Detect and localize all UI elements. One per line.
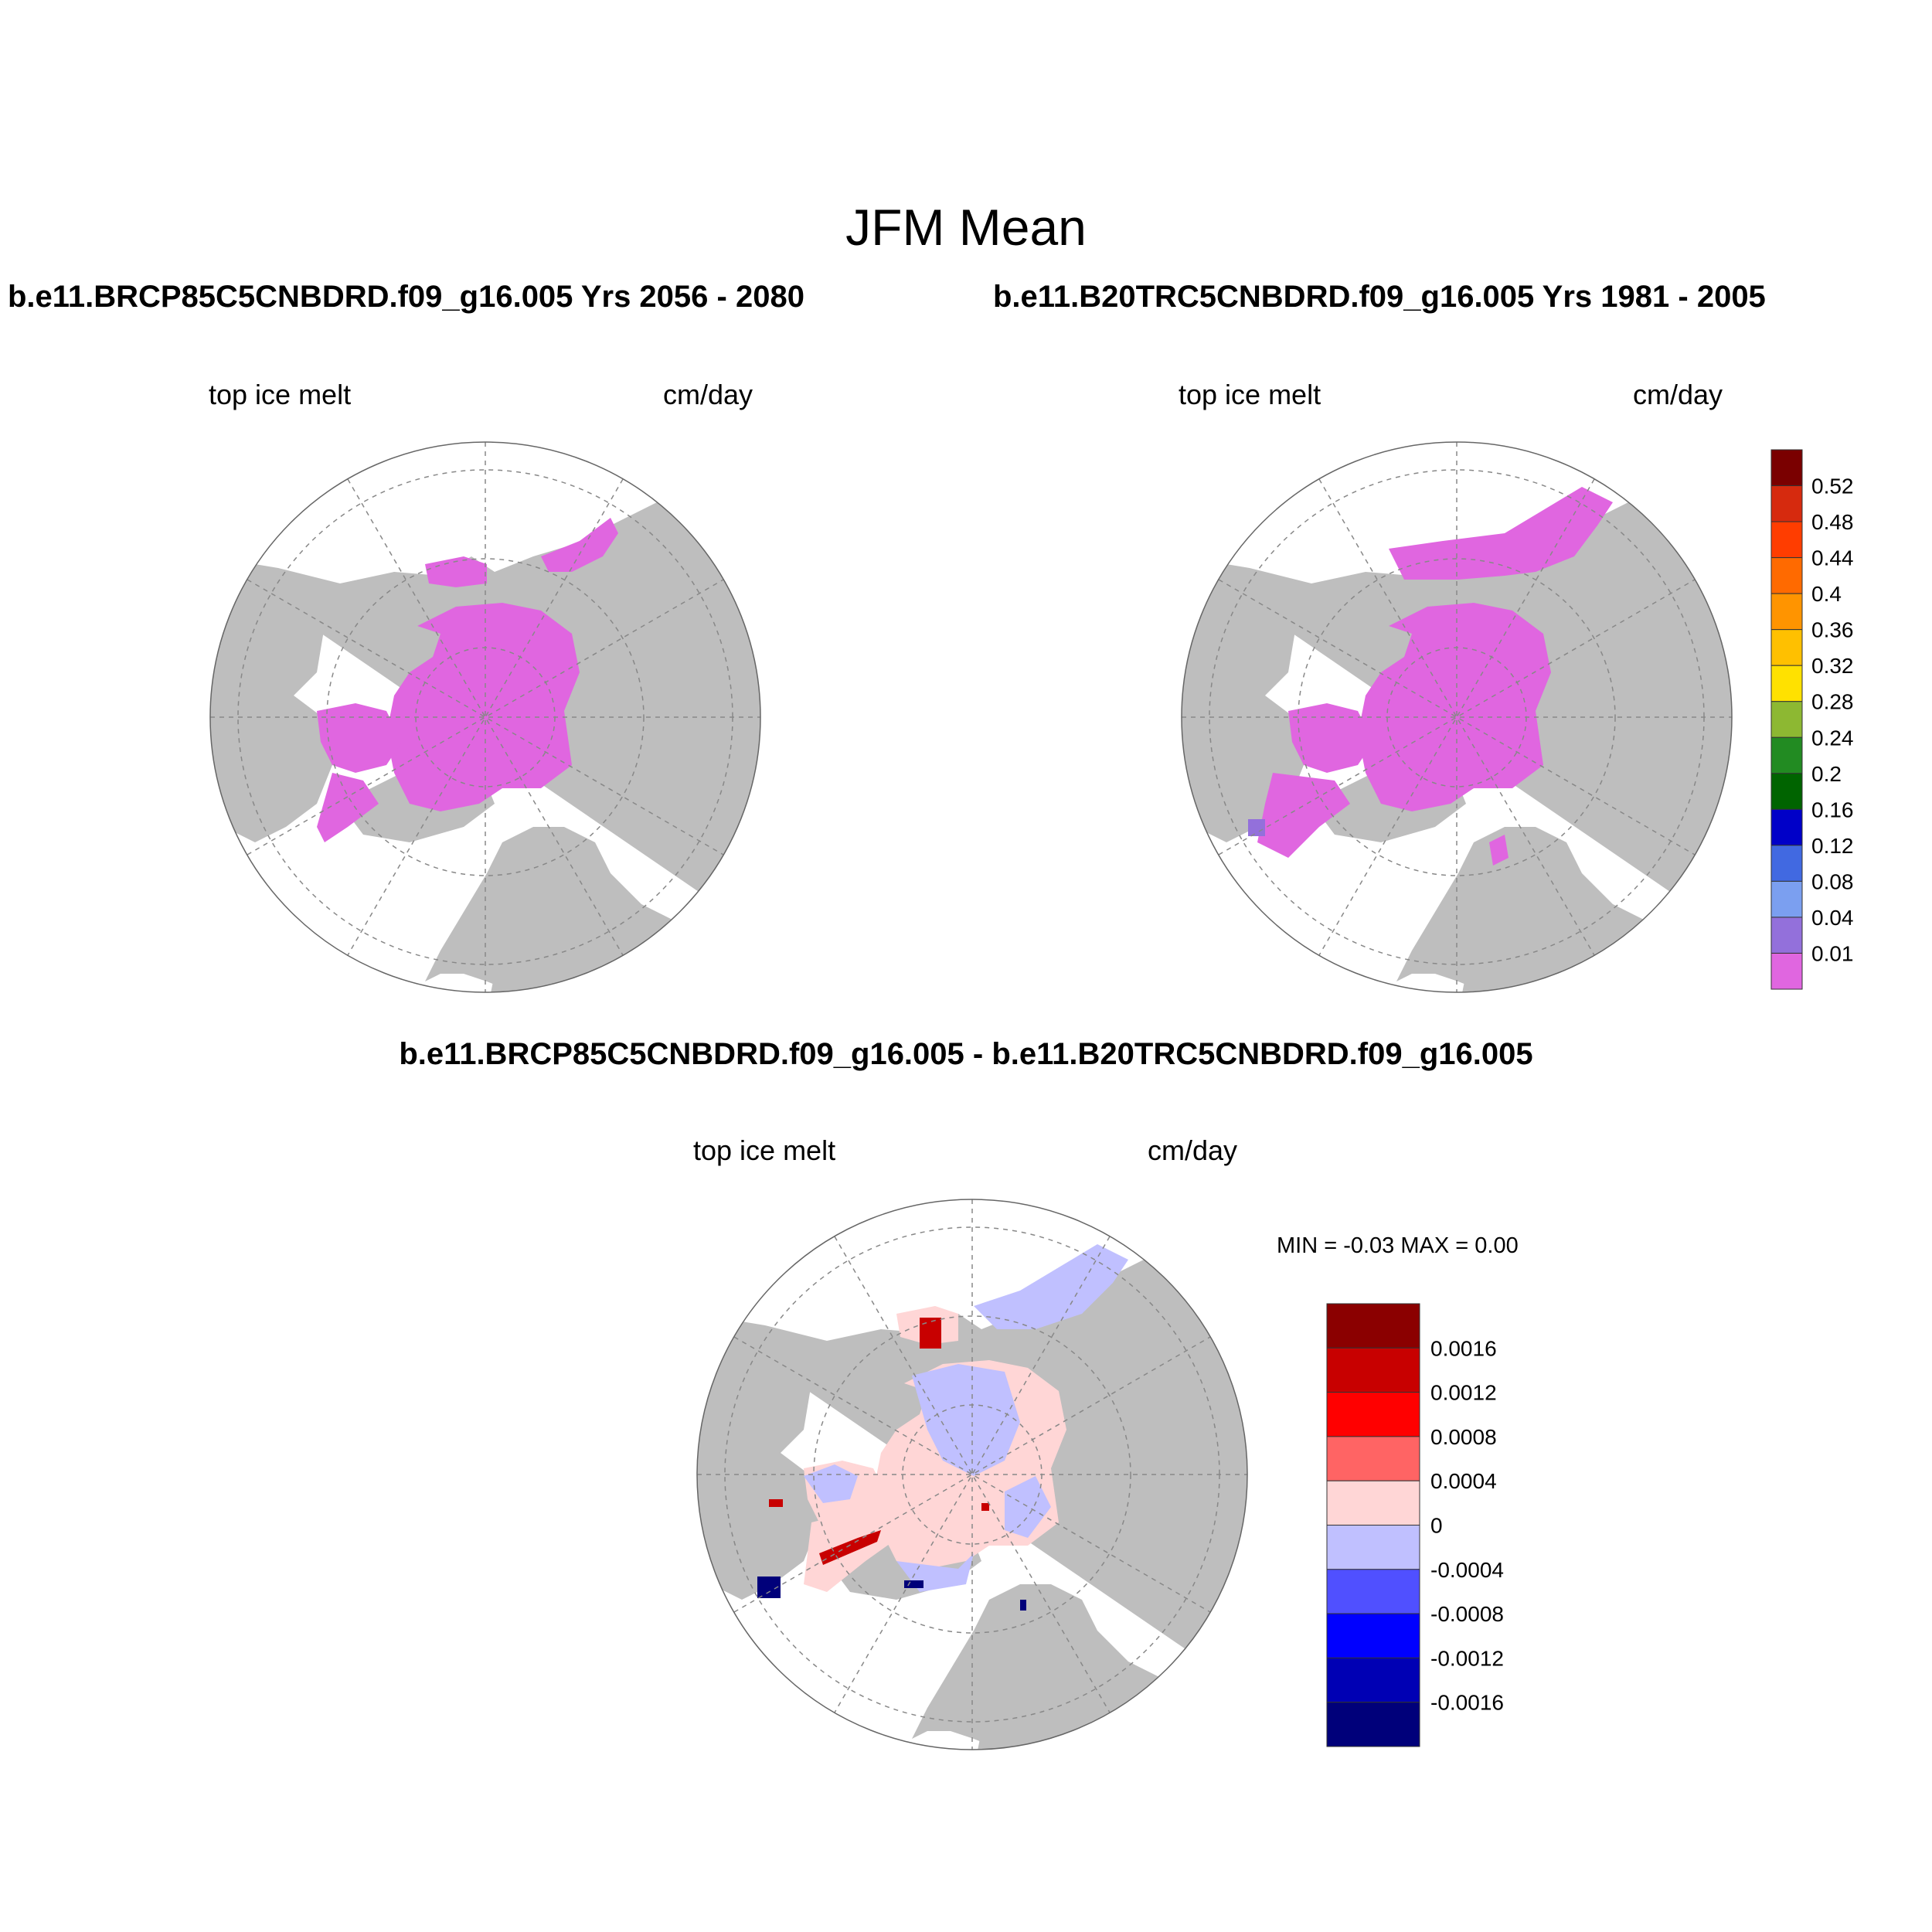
polar-map-right: [1181, 441, 1733, 993]
case-title-left: b.e11.BRCP85C5CNBDRD.f09_g16.005 Yrs 205…: [8, 280, 804, 314]
colorbar-tick-label: 0.0012: [1430, 1381, 1497, 1405]
colorbar-tick-label: -0.0012: [1430, 1646, 1504, 1670]
case-title-right: b.e11.B20TRC5CNBDRD.f09_g16.005 Yrs 1981…: [993, 280, 1766, 314]
graticule: [210, 442, 760, 992]
ice-patch-purple: [1248, 819, 1265, 836]
colorbar-tick-label: 0.28: [1811, 690, 1854, 714]
polar-map-left: [209, 441, 761, 993]
colorbar-tick-label: 0.08: [1811, 869, 1854, 893]
colorbar-swatch: [1770, 808, 1803, 846]
colorbar-swatch: [1770, 917, 1803, 954]
colorbar-tick-label: -0.0008: [1430, 1602, 1504, 1626]
colorbar-tick-label: 0.04: [1811, 906, 1854, 930]
colorbar-swatch: [1770, 952, 1803, 990]
units-label-left: cm/day: [663, 379, 753, 410]
colorbar-swatch: [1770, 736, 1803, 774]
colorbar-tick-label: 0: [1430, 1514, 1443, 1538]
variable-label-right: top ice melt: [1179, 379, 1321, 410]
colorbar-tick-label: 0.32: [1811, 654, 1854, 678]
colorbar-swatch: [1770, 880, 1803, 918]
colorbar-tick-label: 0.0016: [1430, 1336, 1497, 1360]
variable-label-diff: top ice melt: [693, 1134, 836, 1166]
graticule: [1182, 442, 1732, 992]
colorbar-tick-label: -0.0016: [1430, 1691, 1504, 1715]
colorbar-swatch: [1770, 557, 1803, 594]
figure-title: JFM Mean: [845, 199, 1087, 256]
colorbar-tick-label: 0.12: [1811, 834, 1854, 858]
colorbar-absolute: 0.52 0.48 0.44 0.4 0.36 0.32 0.28 0.24 0.2 0.16 0.…: [1770, 449, 1854, 990]
colorbar-swatch: [1770, 629, 1803, 666]
colorbar-tick-label: 0.01: [1811, 941, 1854, 965]
variable-label-left: top ice melt: [209, 379, 352, 410]
min-max-label: MIN = -0.03 MAX = 0.00: [1277, 1233, 1519, 1258]
colorbar-tick-label: 0.4: [1811, 582, 1842, 606]
colorbar-tick-label: 0.44: [1811, 546, 1854, 570]
colorbar-tick-label: -0.0004: [1430, 1558, 1504, 1582]
diff-case-title: b.e11.BRCP85C5CNBDRD.f09_g16.005 - b.e11…: [399, 1037, 1533, 1071]
colorbar-swatch: [1770, 449, 1803, 487]
graticule: [697, 1199, 1247, 1750]
colorbar-tick-label: 0.0008: [1430, 1425, 1497, 1449]
units-label-right: cm/day: [1633, 379, 1723, 410]
colorbar-tick-label: 0.36: [1811, 618, 1854, 642]
colorbar-swatch: [1326, 1436, 1420, 1481]
colorbar-swatch: [1326, 1569, 1420, 1614]
diff-hotspots-red: [769, 1318, 989, 1565]
polar-map-difference: [696, 1199, 1248, 1750]
colorbar-swatch: [1770, 521, 1803, 559]
colorbar-tick-label: 0.52: [1811, 474, 1854, 498]
colorbar-swatch: [1770, 845, 1803, 882]
colorbar-tick-label: 0.24: [1811, 726, 1854, 750]
colorbar-swatch: [1326, 1525, 1420, 1570]
colorbar-swatch: [1770, 701, 1803, 738]
sea-ice-field: [1257, 487, 1613, 866]
colorbar-swatch: [1770, 485, 1803, 522]
colorbar-swatch: [1326, 1347, 1420, 1393]
colorbar-swatch: [1326, 1702, 1420, 1747]
map-border: [209, 441, 761, 993]
map-border: [696, 1199, 1248, 1750]
colorbar-swatch: [1326, 1480, 1420, 1526]
colorbar-difference: 0.0016 0.0012 0.0008 0.0004 0 -0.0004 -0.0008 -…: [1326, 1303, 1504, 1747]
map-border: [1181, 441, 1733, 993]
colorbar-tick-label: 0.2: [1811, 762, 1842, 786]
colorbar-swatch: [1326, 1392, 1420, 1437]
colorbar-tick-label: 0.48: [1811, 510, 1854, 534]
colorbar-tick-label: 0.16: [1811, 798, 1854, 821]
colorbar-tick-label: 0.0004: [1430, 1469, 1497, 1493]
colorbar-swatch: [1326, 1657, 1420, 1703]
colorbar-swatch: [1326, 1613, 1420, 1658]
colorbar-swatch: [1326, 1303, 1420, 1349]
sea-ice-field: [317, 518, 618, 842]
units-label-diff: cm/day: [1148, 1134, 1238, 1166]
colorbar-swatch: [1770, 773, 1803, 810]
colorbar-swatch: [1770, 593, 1803, 631]
colorbar-swatch: [1770, 665, 1803, 702]
